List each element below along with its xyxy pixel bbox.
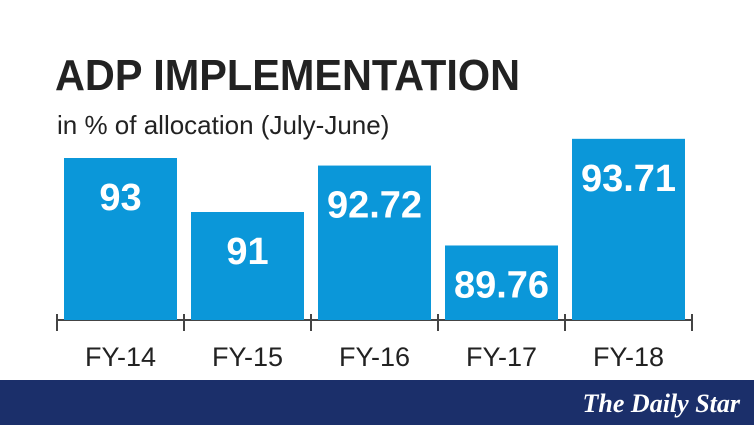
x-tick-label: FY-14 — [85, 342, 156, 372]
x-tick-label: FY-15 — [212, 342, 283, 372]
bar — [191, 212, 304, 320]
x-tick-label: FY-16 — [339, 342, 410, 372]
x-tick-label: FY-18 — [593, 342, 664, 372]
value-label: 93 — [99, 177, 141, 219]
chart-title: ADP IMPLEMENTATION — [55, 51, 520, 100]
bar — [318, 165, 431, 320]
bar — [445, 245, 558, 320]
bar — [64, 158, 177, 320]
value-label: 89.76 — [454, 264, 549, 306]
chart-subtitle: in % of allocation (July-June) — [57, 110, 389, 140]
bar — [572, 138, 685, 320]
value-label: 91 — [226, 231, 268, 273]
brand-logo: The Daily Star — [583, 389, 741, 418]
value-label: 93.71 — [581, 158, 676, 200]
x-tick-label: FY-17 — [466, 342, 537, 372]
footer-band — [0, 380, 754, 425]
value-label: 92.72 — [327, 185, 422, 227]
